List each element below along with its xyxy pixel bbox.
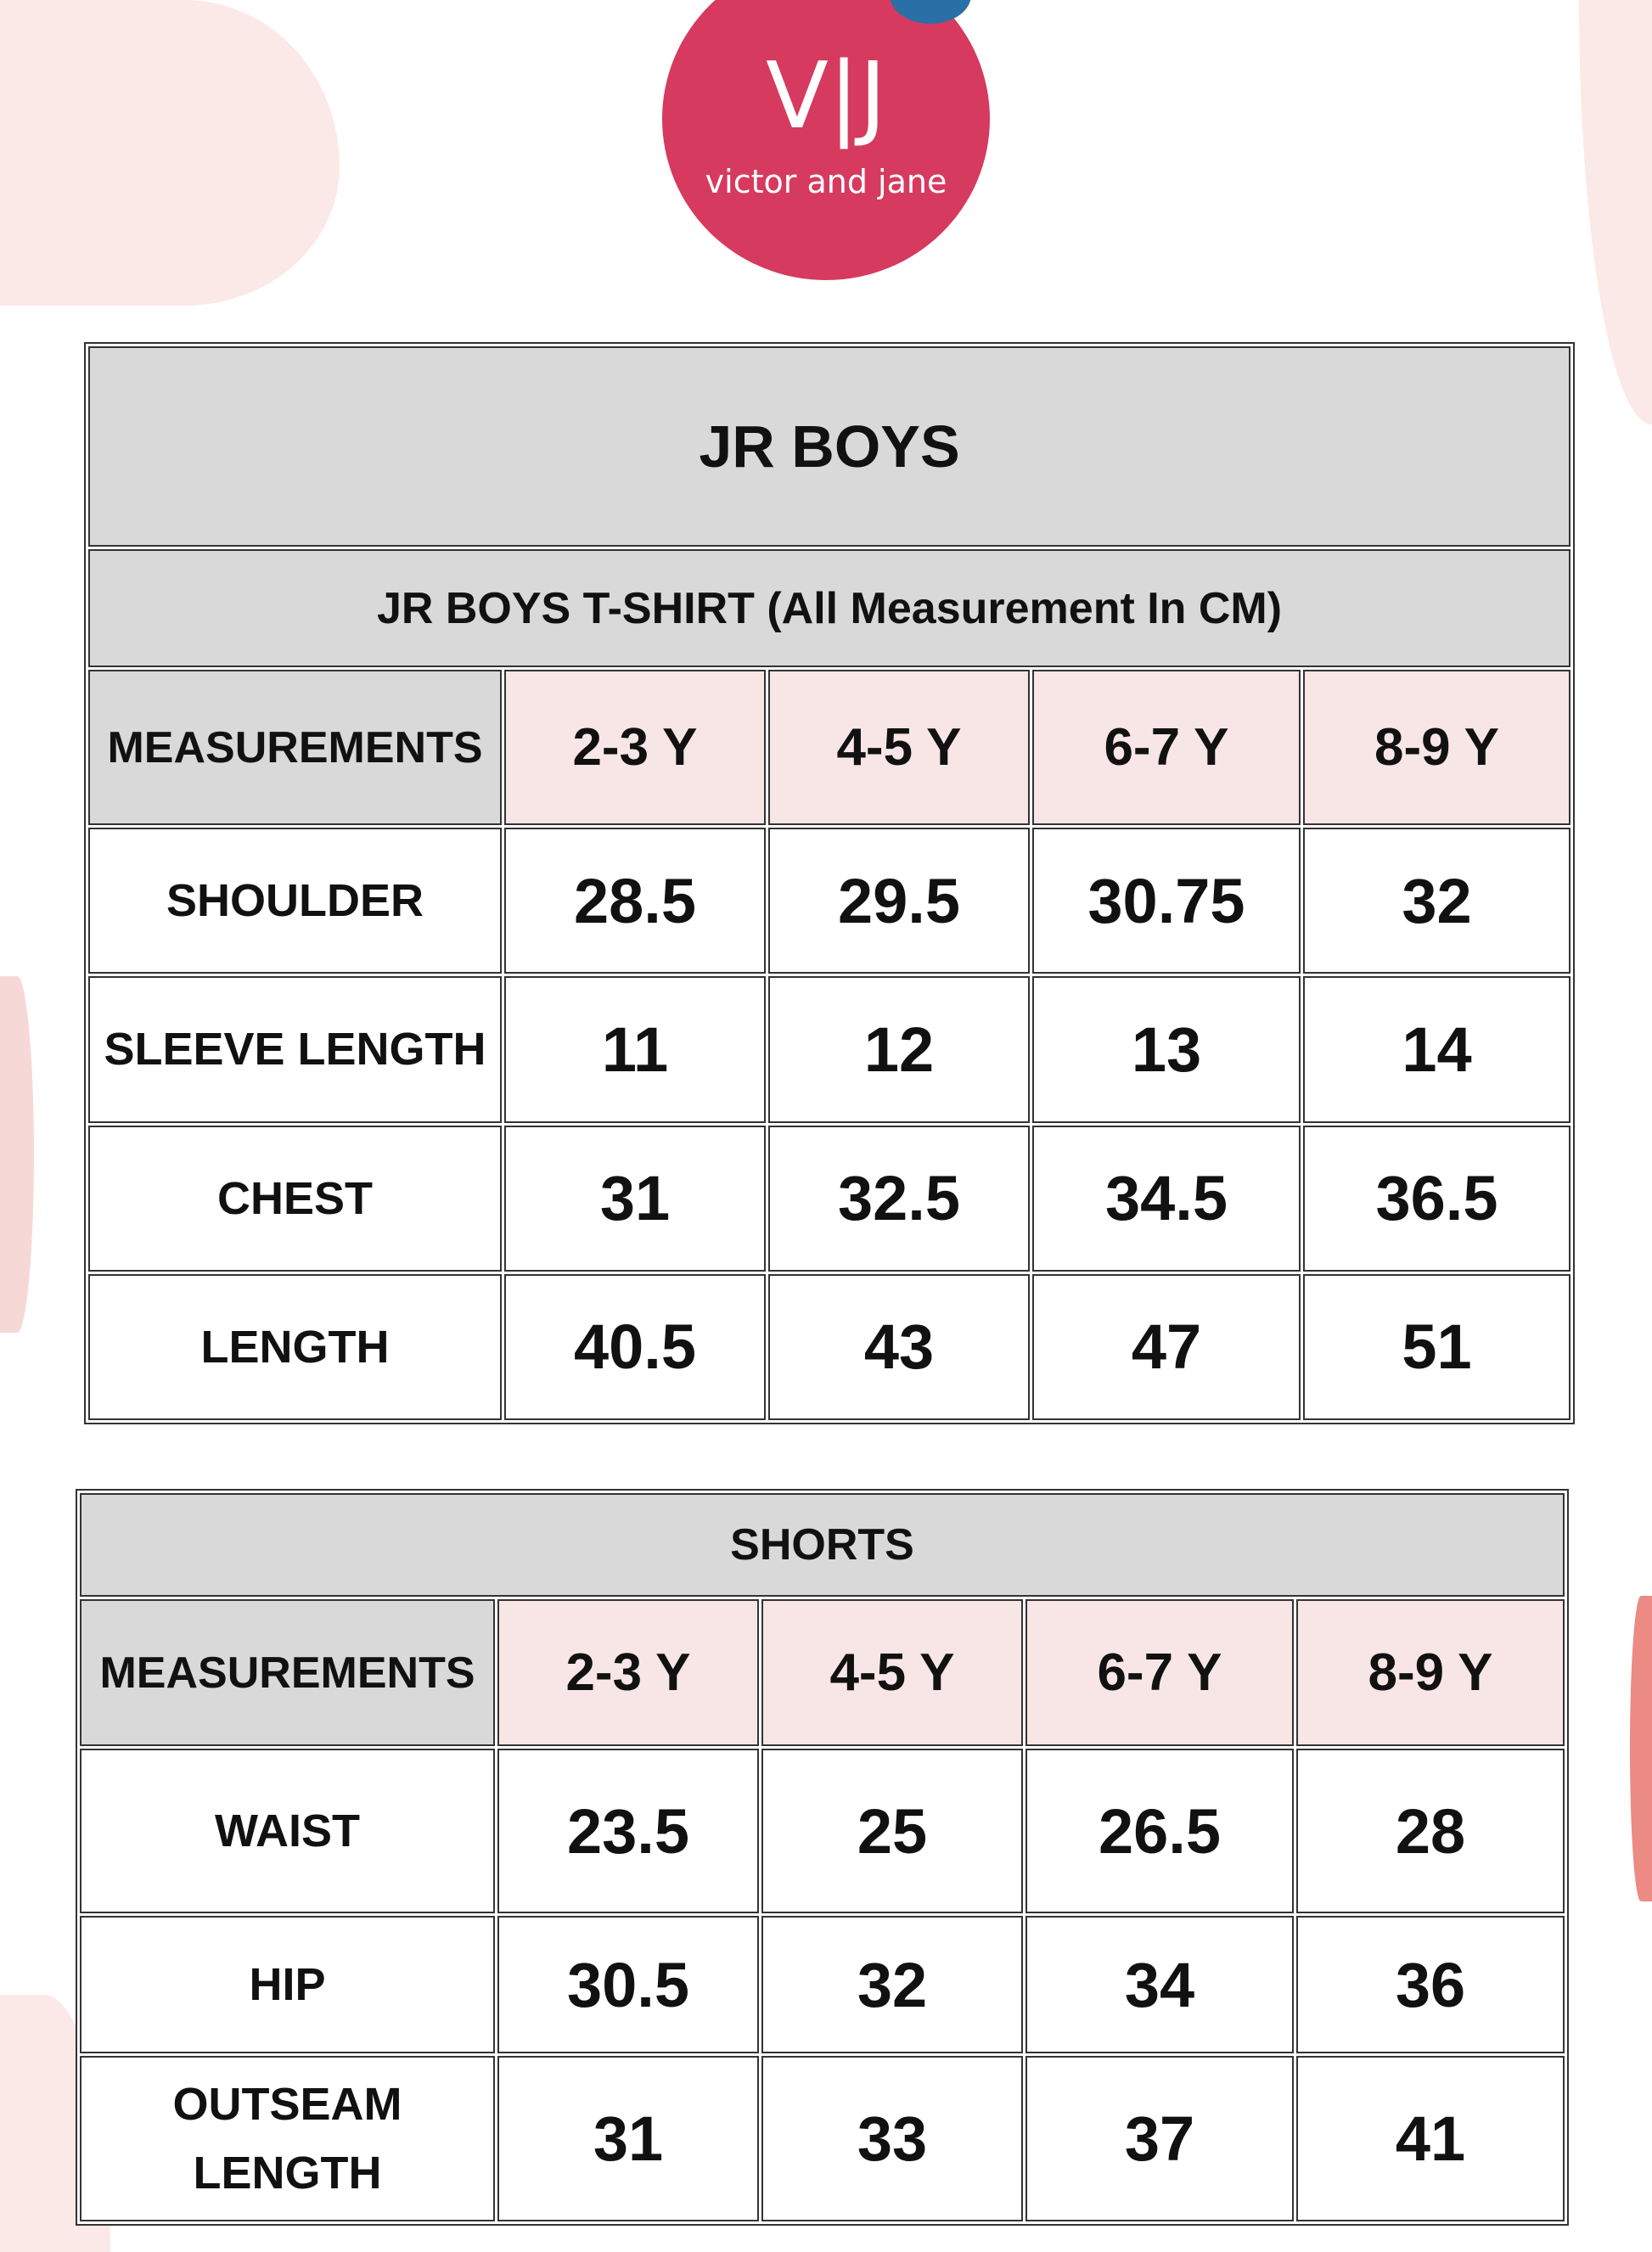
- header-size: 2-3 Y: [497, 1599, 759, 1746]
- tshirt-subtitle: JR BOYS T-SHIRT (All Measurement In CM): [88, 549, 1571, 667]
- cell-value: 28.5: [504, 828, 766, 974]
- cell-value: 51: [1303, 1273, 1571, 1420]
- cell-value: 11: [504, 976, 766, 1123]
- cell-value: 13: [1032, 976, 1301, 1123]
- row-label: HIP: [80, 1916, 495, 2053]
- chart-title: JR BOYS: [88, 346, 1571, 547]
- cell-value: 36: [1296, 1916, 1565, 2053]
- header-size: 2-3 Y: [504, 670, 766, 825]
- cell-value: 29.5: [768, 828, 1030, 974]
- decor-blob: [1630, 1596, 1652, 1901]
- cell-value: 32: [761, 1916, 1023, 2053]
- header-measurements: MEASUREMENTS: [80, 1599, 495, 1746]
- cell-value: 41: [1296, 2056, 1565, 2221]
- header-size: 4-5 Y: [761, 1599, 1023, 1746]
- row-label: CHEST: [88, 1125, 502, 1272]
- cell-value: 14: [1303, 976, 1571, 1123]
- cell-value: 31: [497, 2056, 759, 2221]
- decor-blob: [0, 976, 34, 1333]
- row-label: LENGTH: [88, 1273, 502, 1420]
- brand-logo: [662, 0, 990, 280]
- cell-value: 23.5: [497, 1749, 759, 1913]
- decor-blob: [1579, 0, 1652, 424]
- cell-value: 34.5: [1032, 1125, 1301, 1272]
- header-measurements: MEASUREMENTS: [88, 670, 502, 825]
- table-row: SHOULDER 28.5 29.5 30.75 32: [88, 828, 1571, 974]
- row-label: SHOULDER: [88, 828, 502, 974]
- cell-value: 12: [768, 976, 1030, 1123]
- decor-blob: [0, 0, 340, 306]
- cell-value: 36.5: [1303, 1125, 1571, 1272]
- table-row: OUTSEAM LENGTH 31 33 37 41: [80, 2056, 1565, 2221]
- table-row: WAIST 23.5 25 26.5 28: [80, 1749, 1565, 1913]
- cell-value: 47: [1032, 1273, 1301, 1420]
- cell-value: 32: [1303, 828, 1571, 974]
- cell-value: 31: [504, 1125, 766, 1272]
- header-size: 8-9 Y: [1303, 670, 1571, 825]
- cell-value: 43: [768, 1273, 1030, 1420]
- cell-value: 40.5: [504, 1273, 766, 1420]
- table-row: CHEST 31 32.5 34.5 36.5: [88, 1125, 1571, 1272]
- cell-value: 30.75: [1032, 828, 1301, 974]
- cell-value: 37: [1025, 2056, 1294, 2221]
- table-row: HIP 30.5 32 34 36: [80, 1916, 1565, 2053]
- table-row: LENGTH 40.5 43 47 51: [88, 1273, 1571, 1420]
- cell-value: 25: [761, 1749, 1023, 1913]
- row-label: OUTSEAM LENGTH: [80, 2056, 495, 2221]
- cell-value: 26.5: [1025, 1749, 1294, 1913]
- cell-value: 32.5: [768, 1125, 1030, 1272]
- tshirt-size-table: JR BOYS JR BOYS T-SHIRT (All Measurement…: [84, 342, 1576, 1424]
- cell-value: 28: [1296, 1749, 1565, 1913]
- logo-text: victor and jane: [705, 163, 947, 200]
- logo-mark: V|J: [765, 43, 887, 149]
- header-size: 4-5 Y: [768, 670, 1030, 825]
- cell-value: 33: [761, 2056, 1023, 2221]
- header-size: 6-7 Y: [1025, 1599, 1294, 1746]
- cell-value: 30.5: [497, 1916, 759, 2053]
- row-label: SLEEVE LENGTH: [88, 976, 502, 1123]
- header-size: 8-9 Y: [1296, 1599, 1565, 1746]
- cell-value: 34: [1025, 1916, 1294, 2053]
- row-label: WAIST: [80, 1749, 495, 1913]
- shorts-size-table: SHORTS MEASUREMENTS 2-3 Y 4-5 Y 6-7 Y 8-…: [76, 1489, 1570, 2226]
- table-row: SLEEVE LENGTH 11 12 13 14: [88, 976, 1571, 1123]
- shorts-title: SHORTS: [80, 1493, 1565, 1597]
- header-size: 6-7 Y: [1032, 670, 1301, 825]
